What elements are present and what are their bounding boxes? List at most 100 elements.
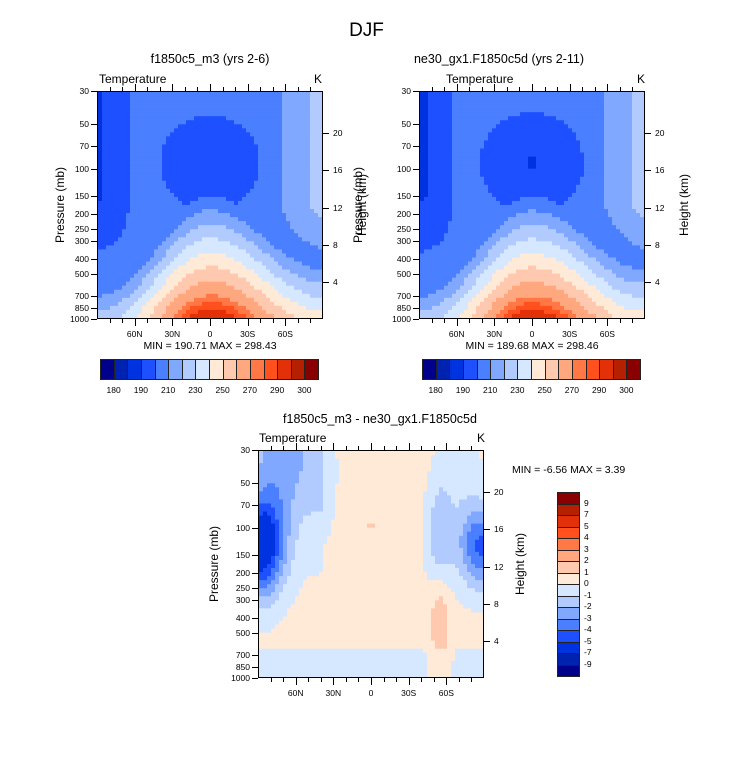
- contour-cell: [604, 188, 609, 194]
- contour-cell: [98, 196, 103, 202]
- contour-cell: [488, 192, 493, 198]
- contour-cell: [440, 200, 445, 206]
- contour-cell: [476, 196, 481, 202]
- contour-cell: [130, 273, 135, 279]
- contour-cell: [282, 237, 287, 242]
- contour-cell: [520, 176, 525, 182]
- contour-cell: [298, 257, 303, 263]
- contour-cell: [472, 92, 477, 97]
- contour-cell: [420, 124, 425, 129]
- contour-cell: [508, 128, 513, 133]
- contour-cell: [98, 200, 103, 206]
- contour-cell: [158, 120, 163, 125]
- contour-cell: [628, 213, 633, 218]
- contour-cell: [310, 176, 315, 182]
- contour-cell: [130, 140, 135, 146]
- contour-cell: [178, 168, 183, 174]
- contour-cell: [456, 205, 461, 210]
- contour-cell: [286, 160, 291, 166]
- contour-cell: [126, 221, 131, 226]
- contour-cell: [278, 100, 283, 105]
- contour-cell: [110, 184, 115, 190]
- contour-cell: [544, 100, 549, 105]
- contour-cell: [122, 257, 127, 263]
- contour-cell: [250, 313, 255, 318]
- contour-cell: [492, 188, 497, 194]
- contour-cell: [564, 132, 569, 137]
- contour-cell: [608, 213, 613, 218]
- contour-cell: [286, 205, 291, 210]
- contour-cell: [230, 313, 235, 318]
- contour-cell: [306, 293, 311, 299]
- contour-cell: [492, 209, 497, 214]
- contour-cell: [544, 128, 549, 133]
- contour-cell: [246, 277, 251, 283]
- contour-cell: [118, 176, 123, 182]
- contour-cell: [266, 265, 271, 271]
- contour-cell: [528, 120, 533, 125]
- contour-cell: [548, 128, 553, 133]
- contour-cell: [226, 313, 231, 318]
- contour-cell: [290, 233, 295, 238]
- contour-cell: [234, 108, 239, 113]
- contour-cell: [198, 273, 203, 279]
- contour-cell: [106, 92, 111, 97]
- x-minor-tick: [184, 319, 186, 323]
- contour-cell: [440, 172, 445, 178]
- contour-cell: [314, 277, 319, 283]
- y-tick-mark: [91, 195, 97, 197]
- contour-cell: [628, 180, 633, 186]
- contour-cell: [114, 289, 119, 295]
- contour-cell: [306, 148, 311, 154]
- contour-cell: [544, 160, 549, 166]
- contour-cell: [580, 148, 585, 154]
- contour-cell: [306, 108, 311, 113]
- contour-cell: [102, 176, 107, 182]
- contour-cell: [214, 289, 219, 295]
- contour-cell: [194, 237, 199, 242]
- contour-cell: [234, 124, 239, 129]
- contour-cell: [306, 184, 311, 190]
- contour-cell: [166, 120, 171, 125]
- contour-cell: [310, 200, 315, 206]
- contour-cell: [286, 285, 291, 291]
- contour-cell: [440, 184, 445, 190]
- contour-cell: [234, 188, 239, 194]
- contour-cell: [536, 168, 541, 174]
- contour-cell: [512, 144, 517, 150]
- contour-cell: [608, 184, 613, 190]
- contour-cell: [234, 265, 239, 271]
- contour-cell: [198, 156, 203, 162]
- y-tick-mark: [91, 228, 97, 230]
- contour-cell: [202, 160, 207, 166]
- contour-cell: [274, 112, 279, 117]
- contour-cell: [226, 217, 231, 222]
- contour-cell: [440, 136, 445, 142]
- contour-cell: [580, 100, 585, 105]
- contour-cell: [158, 213, 163, 218]
- contour-cell: [218, 313, 223, 318]
- contour-cell: [286, 184, 291, 190]
- panel-2-plot-area: [419, 91, 645, 319]
- contour-cell: [118, 128, 123, 133]
- contour-cell: [448, 205, 453, 210]
- contour-cell: [576, 213, 581, 218]
- contour-cell: [102, 245, 107, 250]
- contour-cell: [440, 152, 445, 158]
- contour-cell: [186, 253, 191, 259]
- contour-cell: [480, 140, 485, 146]
- contour-cell: [242, 273, 247, 279]
- y-tick-mark: [91, 91, 97, 92]
- contour-cell: [452, 120, 457, 125]
- contour-cell: [270, 136, 275, 142]
- contour-cell: [456, 176, 461, 182]
- contour-cell: [162, 192, 167, 198]
- contour-cell: [548, 180, 553, 186]
- contour-cell: [194, 269, 199, 275]
- contour-cell: [174, 200, 179, 206]
- contour-cell: [468, 156, 473, 162]
- contour-cell: [592, 168, 597, 174]
- contour-cell: [206, 309, 211, 315]
- contour-cell: [182, 172, 187, 178]
- contour-cell: [480, 96, 485, 101]
